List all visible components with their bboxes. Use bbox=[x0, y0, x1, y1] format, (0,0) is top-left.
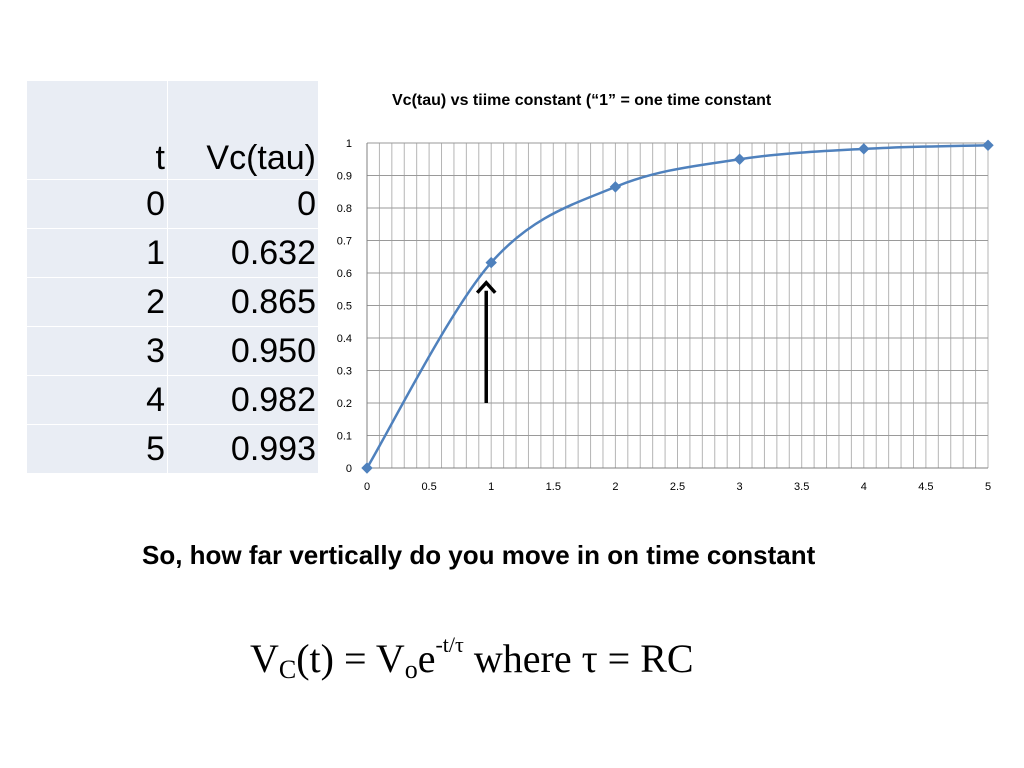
chart-grid bbox=[366, 142, 989, 469]
data-point bbox=[361, 462, 373, 474]
table-cell-t: 4 bbox=[26, 375, 168, 425]
table-cell-vc: 0 bbox=[167, 179, 319, 229]
y-tick-label: 1 bbox=[346, 138, 352, 150]
question-caption: So, how far vertically do you move in on… bbox=[142, 540, 816, 570]
y-tick-label: 0.8 bbox=[337, 203, 352, 215]
table-row: 0 0 bbox=[26, 179, 319, 229]
y-tick-label: 0.2 bbox=[337, 398, 352, 410]
x-tick-label: 3.5 bbox=[794, 481, 809, 493]
table-cell-vc: 0.632 bbox=[167, 228, 319, 278]
data-point bbox=[982, 139, 994, 151]
y-tick-label: 0.6 bbox=[337, 268, 352, 280]
table-cell-t: 1 bbox=[26, 228, 168, 278]
x-tick-label: 5 bbox=[985, 481, 991, 493]
formula-sub-o: o bbox=[404, 655, 418, 684]
formula-v: V bbox=[250, 636, 279, 681]
formula-sub-c: C bbox=[278, 655, 297, 684]
table-row: 5 0.993 bbox=[26, 424, 319, 474]
formula: VC(t) = Voe-t/τ where τ = RC bbox=[250, 632, 694, 685]
table-cell-t: 3 bbox=[26, 326, 168, 376]
x-tick-label: 4 bbox=[861, 481, 867, 493]
annotation-arrow-head bbox=[475, 280, 497, 294]
y-tick-label: 0.3 bbox=[337, 366, 352, 378]
data-point bbox=[858, 143, 870, 155]
table-row: 4 0.982 bbox=[26, 375, 319, 425]
chart-tick-labels: 0 0.5 1 1.5 2 2.5 3 3.5 4 4.5 5 0 0.1 0.2 0.3 0.4 0.5 0.6… bbox=[337, 138, 991, 493]
x-tick-label: 2 bbox=[612, 481, 618, 493]
x-tick-label: 1.5 bbox=[546, 481, 561, 493]
formula-e: e bbox=[417, 636, 436, 681]
x-tick-label: 4.5 bbox=[918, 481, 933, 493]
data-point bbox=[609, 181, 622, 193]
table-header-row: t Vc(tau) bbox=[26, 80, 319, 180]
table-cell-vc: 0.993 bbox=[167, 424, 319, 474]
y-tick-label: 0.7 bbox=[337, 236, 352, 248]
formula-tail: where τ = RC bbox=[463, 636, 694, 681]
data-point bbox=[733, 153, 746, 165]
x-tick-label: 0.5 bbox=[421, 481, 436, 493]
table-cell-t: 2 bbox=[26, 277, 168, 327]
table-cell-t: 5 bbox=[26, 424, 168, 474]
chart-title: Vc(tau) vs tiime constant (“1” = one tim… bbox=[392, 92, 772, 109]
x-tick-label: 2.5 bbox=[670, 481, 685, 493]
x-tick-label: 0 bbox=[364, 481, 370, 493]
x-tick-label: 3 bbox=[737, 481, 743, 493]
formula-exponent: -t/τ bbox=[435, 632, 464, 657]
series-line bbox=[365, 144, 989, 469]
table-header-vc: Vc(tau) bbox=[167, 80, 319, 180]
table-row: 1 0.632 bbox=[26, 228, 319, 278]
table-cell-vc: 0.982 bbox=[167, 375, 319, 425]
table-row: 3 0.950 bbox=[26, 326, 319, 376]
y-tick-label: 0.4 bbox=[337, 333, 352, 345]
data-point bbox=[485, 256, 497, 269]
table-header-t: t bbox=[26, 80, 168, 180]
table-row: 2 0.865 bbox=[26, 277, 319, 327]
y-tick-label: 0.9 bbox=[337, 171, 352, 183]
chart-plot bbox=[361, 139, 994, 474]
data-table: t Vc(tau) 0 0 1 0.632 2 0.865 3 0.950 4 … bbox=[26, 80, 319, 474]
y-tick-label: 0 bbox=[346, 463, 352, 475]
formula-arg: (t) = V bbox=[296, 636, 405, 681]
y-tick-label: 0.1 bbox=[337, 431, 352, 443]
y-tick-label: 0.5 bbox=[337, 301, 352, 313]
x-tick-label: 1 bbox=[488, 481, 494, 493]
